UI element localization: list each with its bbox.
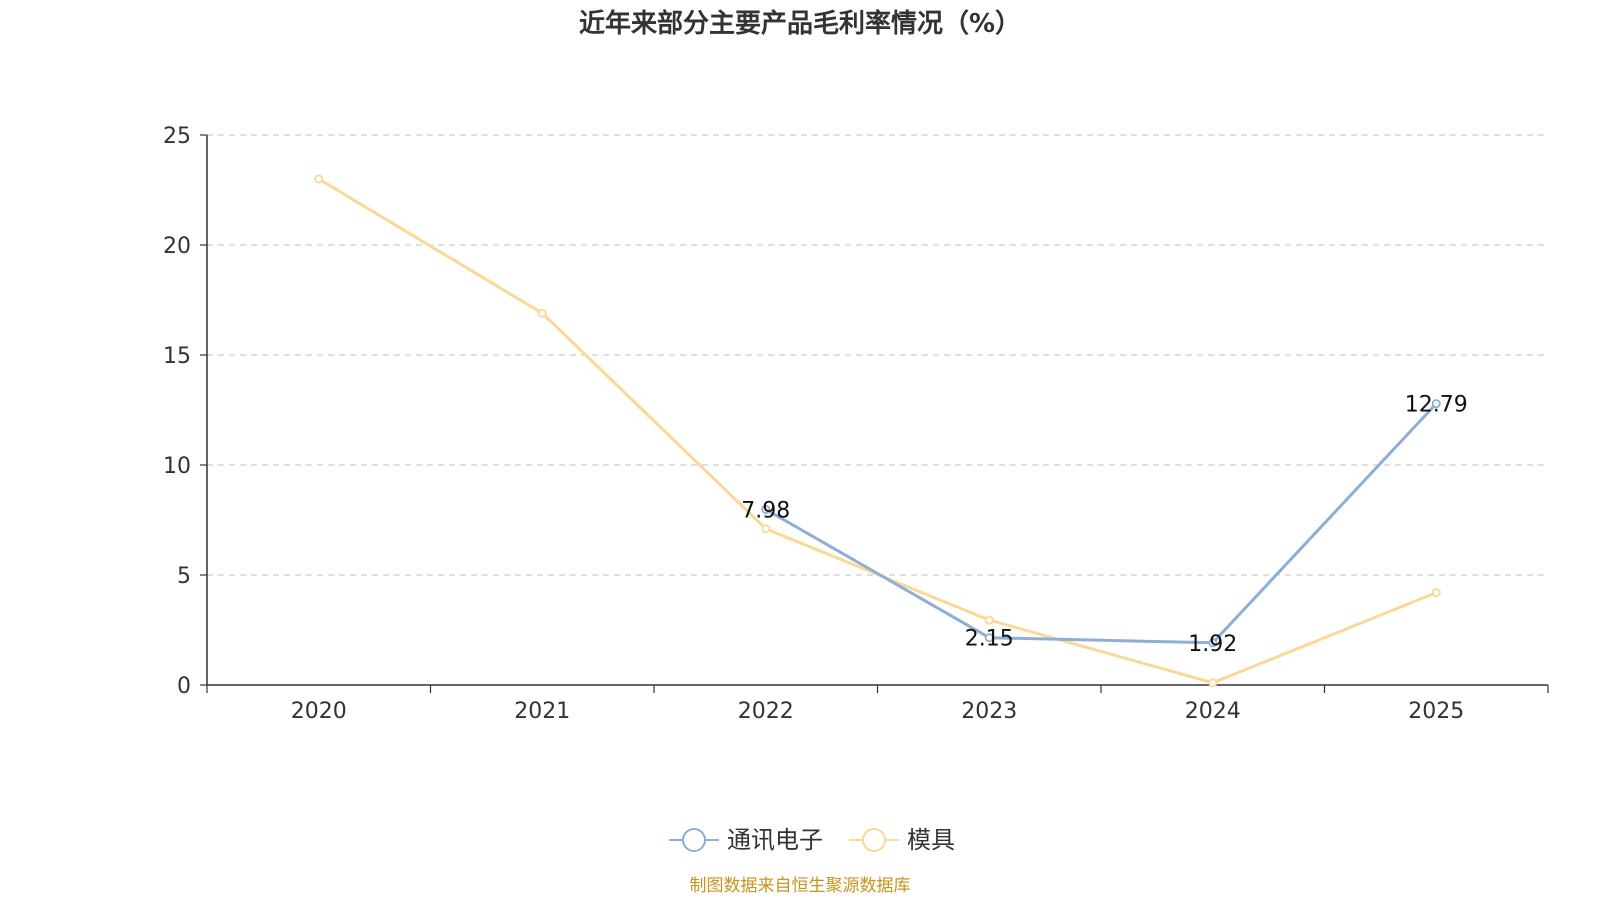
x-tick-label: 2021 [514,699,570,724]
x-tick-label: 2025 [1408,699,1464,724]
data-point[interactable] [537,308,547,318]
data-label: 1.92 [1188,632,1237,657]
data-point[interactable] [1431,588,1441,598]
legend-label: 模具 [907,826,955,854]
x-tick-label: 2024 [1185,699,1241,724]
y-tick-label: 10 [163,454,191,479]
legend-item-模具[interactable]: 模具 [849,826,955,854]
x-tick-label: 2023 [961,699,1017,724]
series-line [318,177,1437,685]
series-通讯电子 [761,399,1441,648]
data-point[interactable] [1208,638,1218,648]
series-line [765,402,1438,645]
y-tick-label: 15 [163,344,191,369]
data-label: 12.79 [1405,393,1468,418]
data-point[interactable] [984,615,994,625]
data-point[interactable] [314,174,324,184]
x-tick-label: 2022 [738,699,794,724]
y-tick-label: 20 [163,234,191,259]
y-tick-label: 25 [163,124,191,149]
legend-item-通讯电子[interactable]: 通讯电子 [669,826,823,854]
legend-marker-icon [862,828,886,852]
data-point[interactable] [761,524,771,534]
chart-title: 近年来部分主要产品毛利率情况（%） [579,8,1021,39]
legend-marker-icon [682,828,706,852]
series-lines [314,174,1441,688]
data-point[interactable] [1208,678,1218,688]
source-note: 制图数据来自恒生聚源数据库 [690,876,911,896]
legend[interactable]: 通讯电子 模具 [669,826,955,854]
y-tick-label: 0 [177,674,191,699]
y-tick-label: 5 [177,564,191,589]
legend-label: 通讯电子 [727,826,823,854]
x-tick-label: 2020 [291,699,347,724]
data-point[interactable] [984,633,994,643]
data-point[interactable] [761,504,771,514]
data-point[interactable] [1431,399,1441,409]
grid-lines [207,134,1548,576]
series-模具 [314,174,1441,688]
data-labels: 7.98 2.15 1.92 12.79 [741,393,1467,657]
data-label: 7.98 [741,498,790,523]
data-label: 2.15 [965,627,1014,652]
